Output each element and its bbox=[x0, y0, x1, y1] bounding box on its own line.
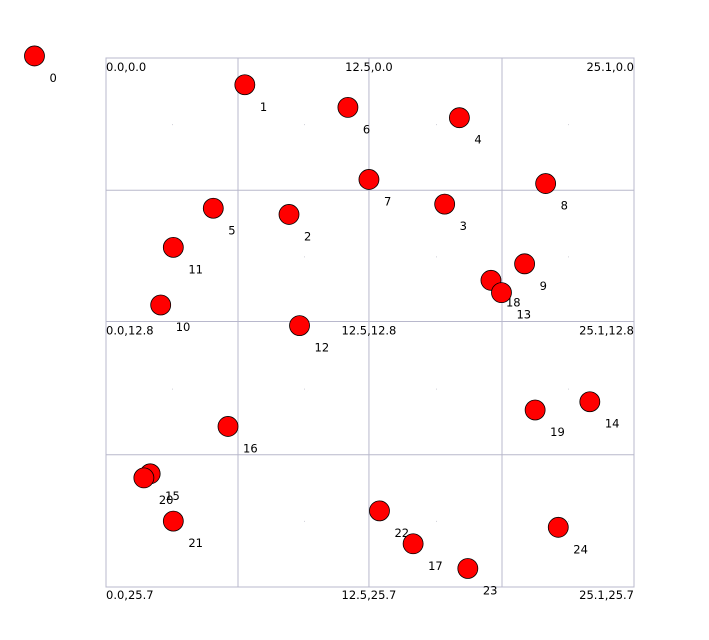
point-21: 21 bbox=[163, 511, 203, 550]
point-label: 13 bbox=[516, 308, 531, 322]
point-label: 1 bbox=[260, 100, 267, 114]
corner-label: 25.1,0.0 bbox=[586, 60, 634, 74]
corner-label: 25.1,25.7 bbox=[579, 588, 634, 602]
point-10: 10 bbox=[151, 295, 191, 334]
grid-speck bbox=[172, 389, 173, 390]
corner-label: 0.0,12.8 bbox=[106, 323, 154, 337]
point-4: 4 bbox=[449, 108, 481, 147]
point-marker bbox=[279, 204, 299, 224]
point-label: 20 bbox=[159, 493, 174, 507]
point-label: 3 bbox=[460, 219, 467, 233]
point-9: 9 bbox=[515, 254, 547, 293]
point-label: 5 bbox=[228, 223, 235, 237]
grid-speck bbox=[304, 124, 305, 125]
grid-speck bbox=[436, 521, 437, 522]
point-11: 11 bbox=[163, 237, 203, 276]
point-label: 8 bbox=[561, 199, 568, 213]
point-marker bbox=[525, 400, 545, 420]
point-label: 24 bbox=[573, 542, 588, 556]
corner-label: 25.1,12.8 bbox=[579, 323, 634, 337]
point-6: 6 bbox=[338, 97, 370, 136]
point-marker bbox=[449, 108, 469, 128]
point-marker bbox=[151, 295, 171, 315]
point-2: 2 bbox=[279, 204, 311, 243]
point-23: 23 bbox=[458, 558, 498, 597]
grid-speck bbox=[436, 124, 437, 125]
point-19: 19 bbox=[525, 400, 565, 439]
point-label: 23 bbox=[483, 583, 498, 597]
point-marker bbox=[515, 254, 535, 274]
point-marker bbox=[536, 174, 556, 194]
point-14: 14 bbox=[580, 392, 620, 431]
grid-speck bbox=[304, 256, 305, 257]
point-marker bbox=[203, 198, 223, 218]
grid-speck bbox=[172, 124, 173, 125]
point-label: 11 bbox=[188, 262, 203, 276]
point-marker bbox=[491, 283, 511, 303]
point-1: 1 bbox=[235, 75, 267, 114]
point-label: 7 bbox=[384, 194, 391, 208]
point-8: 8 bbox=[536, 174, 568, 213]
point-label: 21 bbox=[188, 536, 203, 550]
grid-speck bbox=[568, 521, 569, 522]
point-marker bbox=[548, 517, 568, 537]
grid-speck bbox=[304, 389, 305, 390]
point-24: 24 bbox=[548, 517, 588, 556]
corner-label: 12.5,25.7 bbox=[342, 588, 397, 602]
point-22: 22 bbox=[369, 501, 409, 540]
corner-label: 12.5,0.0 bbox=[345, 60, 393, 74]
point-17: 17 bbox=[403, 534, 443, 573]
corner-label: 12.5,12.8 bbox=[342, 323, 397, 337]
point-label: 12 bbox=[315, 341, 330, 355]
point-label: 4 bbox=[474, 133, 481, 147]
point-label: 19 bbox=[550, 425, 565, 439]
point-marker bbox=[359, 169, 379, 189]
grid-speck bbox=[568, 124, 569, 125]
point-marker bbox=[338, 97, 358, 117]
grid-speck bbox=[304, 521, 305, 522]
point-marker bbox=[580, 392, 600, 412]
point-marker bbox=[369, 501, 389, 521]
point-label: 10 bbox=[176, 320, 191, 334]
point-marker bbox=[403, 534, 423, 554]
point-label: 9 bbox=[540, 279, 547, 293]
point-5: 5 bbox=[203, 198, 235, 237]
grid-speck bbox=[436, 256, 437, 257]
point-marker bbox=[290, 316, 310, 336]
point-marker bbox=[163, 237, 183, 257]
point-0: 0 bbox=[24, 46, 56, 85]
point-label: 2 bbox=[304, 229, 311, 243]
grid-speck bbox=[436, 389, 437, 390]
grid-speck bbox=[568, 389, 569, 390]
point-3: 3 bbox=[435, 194, 467, 233]
point-marker bbox=[435, 194, 455, 214]
point-label: 6 bbox=[363, 122, 370, 136]
point-label: 17 bbox=[428, 559, 443, 573]
point-marker bbox=[163, 511, 183, 531]
point-label: 14 bbox=[605, 417, 620, 431]
grid-speck bbox=[568, 256, 569, 257]
point-marker bbox=[458, 558, 478, 578]
point-marker bbox=[235, 75, 255, 95]
point-label: 0 bbox=[49, 71, 56, 85]
point-marker bbox=[24, 46, 44, 66]
point-label: 16 bbox=[243, 441, 258, 455]
point-marker bbox=[134, 468, 154, 488]
corner-label: 0.0,25.7 bbox=[106, 588, 154, 602]
point-marker bbox=[218, 416, 238, 436]
corner-label: 0.0,0.0 bbox=[106, 60, 146, 74]
point-7: 7 bbox=[359, 169, 391, 208]
